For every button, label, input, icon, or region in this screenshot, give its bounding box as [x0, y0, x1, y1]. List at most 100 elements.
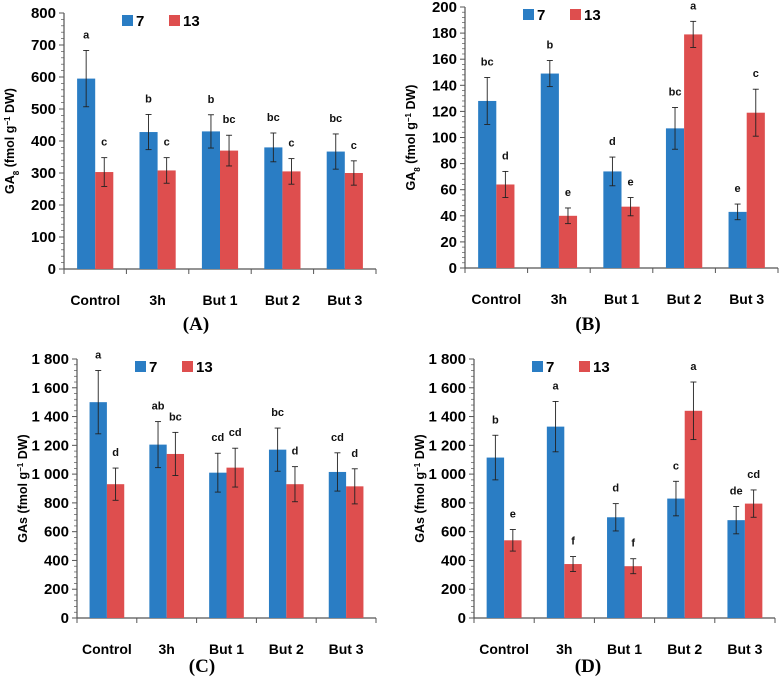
y-tick-label: 200 [441, 581, 466, 598]
panel-label: (D) [575, 656, 601, 677]
x-tick-label: Control [471, 291, 521, 307]
significance-letter: a [553, 380, 560, 392]
ylabel-text: DW) [16, 434, 30, 462]
ylabel-superscript: −1 [413, 462, 422, 472]
ylabel-text: (fmol g [413, 472, 427, 517]
bar-series-13 [624, 566, 642, 618]
ylabel-text: GAs [413, 517, 427, 543]
bar-series-7 [328, 471, 347, 618]
bar-series-13 [286, 484, 304, 618]
x-tick-label: But 1 [607, 641, 642, 657]
ylabel-subscript: 8 [12, 170, 21, 175]
y-tick-label: 300 [31, 165, 56, 182]
legend-swatch-13 [182, 361, 193, 372]
significance-letter: bc [271, 407, 284, 419]
y-tick-label: 1 200 [31, 437, 69, 454]
ylabel-superscript: −1 [3, 116, 12, 126]
y-tick-label: 100 [31, 229, 56, 246]
bar-series-13 [282, 171, 301, 269]
significance-letter: c [101, 137, 107, 149]
y-tick-label: 80 [440, 156, 457, 173]
x-tick-label: 3h [556, 641, 572, 657]
bar-series-13 [95, 172, 114, 269]
significance-letter: d [351, 448, 358, 460]
significance-letter: cd [229, 427, 242, 439]
y-tick-label: 120 [432, 103, 457, 120]
significance-letter: cd [211, 432, 224, 444]
bar-series-13 [106, 484, 125, 618]
y-tick-label: 140 [432, 77, 457, 94]
x-tick-label: But 2 [265, 292, 300, 308]
significance-letter: d [609, 136, 616, 148]
y-tick-label: 600 [441, 524, 466, 541]
ylabel-text: (fmol g [404, 122, 418, 167]
chart-panel-a: 0100200300400500600700800Controlac3hbcBu… [3, 5, 377, 335]
legend-swatch-13 [579, 361, 590, 372]
ylabel-text: (fmol g [16, 472, 30, 517]
y-axis-label: GA8 (fmol g−1 DW) [404, 85, 422, 191]
bar-series-7 [603, 171, 622, 268]
ylabel-text: (fmol g [3, 126, 17, 171]
y-axis-label: GA8 (fmol g−1 DW) [3, 88, 21, 194]
x-tick-label: But 2 [269, 641, 304, 657]
y-tick-label: 600 [31, 69, 56, 86]
legend-label-13: 13 [196, 359, 213, 376]
ylabel-text: GA [404, 172, 418, 191]
y-tick-label: 200 [44, 581, 69, 598]
significance-letter: e [735, 183, 741, 195]
y-tick-label: 1 000 [31, 466, 69, 483]
bar-series-13 [558, 215, 578, 268]
bar-series-7 [264, 147, 283, 269]
y-tick-label: 20 [440, 234, 457, 251]
x-tick-label: But 3 [329, 641, 364, 657]
panel-label: (B) [575, 314, 600, 335]
bar-series-7 [607, 517, 625, 618]
y-tick-label: 60 [440, 182, 457, 199]
x-tick-label: Control [70, 292, 120, 308]
y-tick-label: 0 [48, 261, 56, 278]
bar-series-7 [139, 132, 158, 269]
ylabel-text: DW) [404, 85, 418, 113]
significance-letter: e [628, 177, 634, 189]
ylabel-superscript: −1 [16, 462, 25, 472]
bar-series-7 [540, 73, 559, 269]
significance-letter: bc [223, 114, 236, 126]
y-tick-label: 100 [432, 130, 457, 147]
significance-letter: bc [481, 56, 494, 68]
x-tick-label: 3h [149, 292, 165, 308]
legend-swatch-7 [135, 361, 146, 372]
x-tick-label: But 1 [209, 641, 244, 657]
bar-series-7 [209, 472, 227, 618]
significance-letter: e [510, 509, 516, 521]
y-tick-label: 800 [441, 495, 466, 512]
y-axis-label: GAs (fmol g−1 DW) [413, 434, 428, 542]
ylabel-text: GA [3, 175, 17, 194]
significance-letter: bc [267, 112, 280, 124]
bar-series-7 [268, 449, 287, 618]
x-tick-label: Control [479, 641, 529, 657]
legend-swatch-13 [169, 15, 180, 26]
chart-panel-d: 0 200 400 600 800 1 000 1 200 1 400 1 600 1 800 Co… [413, 351, 776, 677]
y-axis-label: GAs (fmol g−1 DW) [16, 434, 31, 542]
significance-letter: cd [747, 469, 760, 481]
bar-series-13 [684, 34, 703, 268]
ylabel-text: DW) [413, 434, 427, 462]
significance-letter: c [288, 138, 294, 150]
significance-letter: a [83, 29, 90, 41]
significance-letter: bc [329, 113, 342, 125]
bar-series-7 [89, 402, 107, 618]
legend-label-13: 13 [183, 13, 200, 30]
legend-label-7: 7 [537, 7, 545, 24]
y-tick-label: 200 [31, 197, 56, 214]
ylabel-text: DW) [3, 88, 17, 116]
y-tick-label: 700 [31, 37, 56, 54]
y-tick-label: 180 [432, 25, 457, 42]
y-tick-label: 400 [31, 133, 56, 150]
bar-series-7 [727, 520, 745, 618]
bar-series-13 [746, 112, 765, 268]
panel-label: (A) [183, 314, 209, 335]
x-tick-label: But 1 [203, 292, 238, 308]
significance-letter: b [492, 414, 499, 426]
x-tick-label: But 3 [729, 291, 764, 307]
significance-letter: c [351, 140, 357, 152]
